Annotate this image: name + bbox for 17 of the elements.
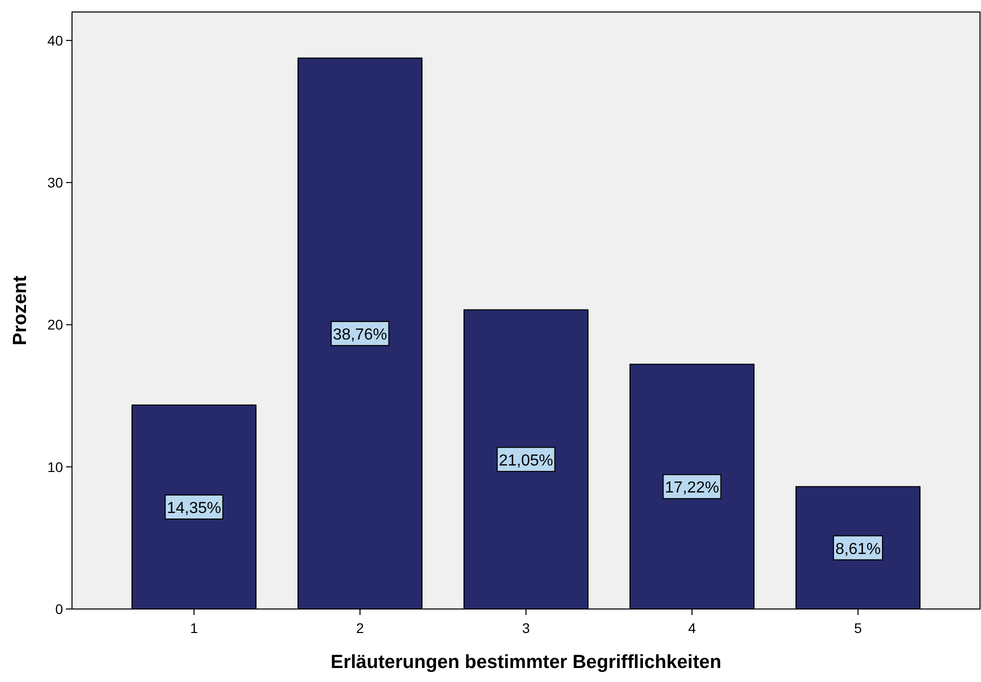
y-tick-label: 30 bbox=[47, 174, 64, 191]
data-label: 21,05% bbox=[498, 452, 554, 470]
data-label: 17,22% bbox=[664, 480, 720, 497]
data-label: 38,76% bbox=[332, 326, 388, 344]
y-tick-label: 0 bbox=[55, 601, 64, 617]
y-tick-label: 20 bbox=[47, 316, 64, 333]
y-axis-title: Prozent bbox=[10, 275, 31, 346]
data-label: 14,35% bbox=[166, 500, 222, 518]
x-tick-label: 1 bbox=[190, 620, 198, 636]
y-tick-label: 40 bbox=[47, 32, 64, 48]
x-axis-title: Erläuterungen bestimmter Begrifflichkeiten bbox=[330, 652, 722, 673]
data-label: 8,61% bbox=[835, 540, 881, 558]
x-tick-label: 2 bbox=[356, 620, 364, 636]
x-tick-label: 3 bbox=[522, 620, 530, 636]
x-tick-label: 5 bbox=[854, 620, 862, 636]
y-tick-label: 10 bbox=[47, 458, 64, 475]
x-tick-label: 4 bbox=[688, 620, 696, 636]
